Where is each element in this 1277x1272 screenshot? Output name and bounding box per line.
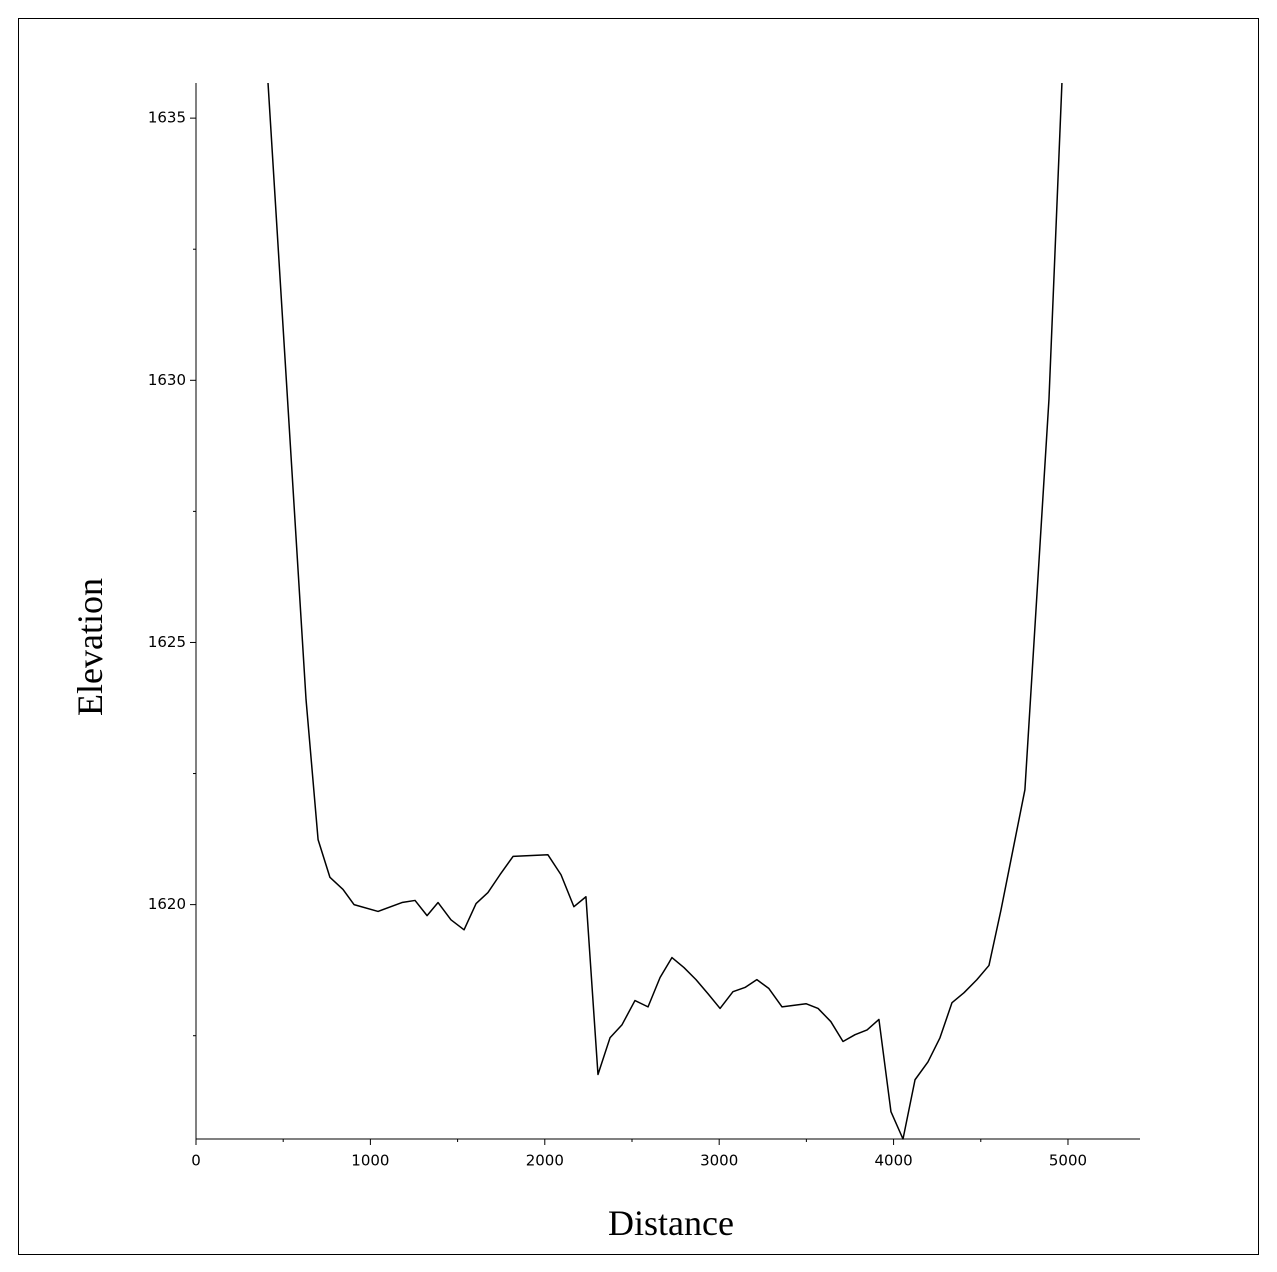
x-tick-label: 2000 (526, 1152, 564, 1170)
x-tick-label: 5000 (1049, 1152, 1087, 1170)
frame (18, 18, 1259, 1255)
x-axis-title: Distance (608, 1203, 734, 1243)
elevation-line (267, 83, 1063, 1140)
x-tick-label: 4000 (874, 1152, 912, 1170)
y-tick-label: 1630 (148, 371, 186, 389)
x-tick-label: 0 (191, 1152, 201, 1170)
y-tick-label: 1635 (148, 109, 186, 127)
y-tick-label: 1620 (148, 895, 186, 913)
x-tick-label: 3000 (700, 1152, 738, 1170)
y-axis-title: Elevation (70, 578, 110, 716)
y-tick-label: 1625 (148, 633, 186, 651)
x-tick-label: 1000 (351, 1152, 389, 1170)
